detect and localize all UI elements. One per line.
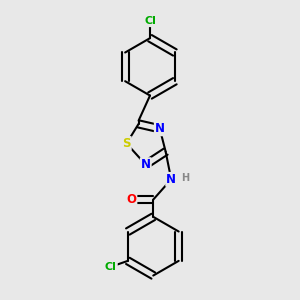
Text: Cl: Cl: [144, 16, 156, 26]
Text: N: N: [166, 173, 176, 186]
Text: O: O: [126, 193, 136, 206]
Text: N: N: [141, 158, 151, 171]
Text: Cl: Cl: [105, 262, 117, 272]
Text: N: N: [155, 122, 165, 135]
Text: S: S: [122, 137, 131, 150]
Text: H: H: [181, 173, 189, 183]
